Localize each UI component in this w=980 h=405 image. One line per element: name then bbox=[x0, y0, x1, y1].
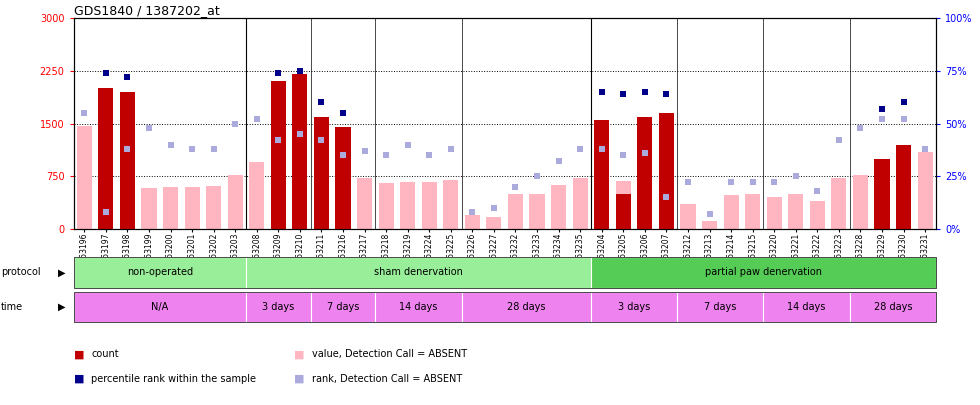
Text: 7 days: 7 days bbox=[704, 302, 737, 312]
Bar bbox=[335, 184, 351, 229]
Bar bbox=[831, 177, 847, 229]
Text: 28 days: 28 days bbox=[507, 302, 546, 312]
Text: sham denervation: sham denervation bbox=[374, 267, 463, 277]
Text: 14 days: 14 days bbox=[787, 302, 826, 312]
Bar bbox=[594, 177, 610, 229]
Bar bbox=[659, 208, 674, 229]
Bar bbox=[76, 126, 92, 229]
Bar bbox=[680, 204, 696, 229]
Text: ▶: ▶ bbox=[58, 267, 66, 277]
Bar bbox=[421, 183, 437, 229]
Bar bbox=[206, 186, 221, 229]
Bar bbox=[141, 188, 157, 229]
Bar bbox=[378, 183, 394, 229]
Bar bbox=[896, 145, 911, 229]
Text: 3 days: 3 days bbox=[263, 302, 294, 312]
Bar bbox=[659, 113, 674, 229]
Text: ■: ■ bbox=[294, 374, 305, 384]
Bar bbox=[766, 196, 782, 229]
Text: non-operated: non-operated bbox=[126, 267, 193, 277]
Bar bbox=[357, 178, 372, 229]
Text: rank, Detection Call = ABSENT: rank, Detection Call = ABSENT bbox=[312, 374, 462, 384]
Text: protocol: protocol bbox=[1, 267, 40, 277]
Bar bbox=[809, 201, 825, 229]
Bar bbox=[917, 151, 933, 229]
Text: 3 days: 3 days bbox=[618, 302, 650, 312]
Text: time: time bbox=[1, 302, 24, 312]
Bar bbox=[465, 215, 480, 229]
Bar bbox=[270, 81, 286, 229]
Text: 14 days: 14 days bbox=[399, 302, 438, 312]
Bar bbox=[163, 187, 178, 229]
Text: ▶: ▶ bbox=[58, 302, 66, 312]
Bar bbox=[508, 194, 523, 229]
Text: ■: ■ bbox=[74, 374, 84, 384]
Bar bbox=[788, 194, 804, 229]
Bar bbox=[615, 181, 631, 229]
Bar bbox=[874, 159, 890, 229]
Bar bbox=[594, 120, 610, 229]
Text: value, Detection Call = ABSENT: value, Detection Call = ABSENT bbox=[312, 350, 466, 359]
Text: partial paw denervation: partial paw denervation bbox=[705, 267, 822, 277]
Bar bbox=[270, 168, 286, 229]
Bar bbox=[745, 194, 760, 229]
Text: N/A: N/A bbox=[151, 302, 169, 312]
Bar bbox=[637, 181, 653, 229]
Bar bbox=[249, 162, 265, 229]
Bar bbox=[314, 183, 329, 229]
Bar bbox=[292, 75, 308, 229]
Bar bbox=[184, 188, 200, 229]
Bar bbox=[400, 182, 416, 229]
Bar bbox=[615, 194, 631, 229]
Bar bbox=[120, 180, 135, 229]
Text: ■: ■ bbox=[74, 350, 84, 359]
Bar bbox=[98, 194, 114, 229]
Bar bbox=[572, 178, 588, 229]
Bar bbox=[227, 175, 243, 229]
Text: percentile rank within the sample: percentile rank within the sample bbox=[91, 374, 256, 384]
Text: 28 days: 28 days bbox=[873, 302, 912, 312]
Bar bbox=[314, 117, 329, 229]
Bar bbox=[874, 159, 890, 229]
Bar bbox=[637, 117, 653, 229]
Bar bbox=[551, 185, 566, 229]
Text: count: count bbox=[91, 350, 119, 359]
Bar bbox=[896, 148, 911, 229]
Text: GDS1840 / 1387202_at: GDS1840 / 1387202_at bbox=[74, 4, 220, 17]
Bar bbox=[529, 194, 545, 229]
Text: ■: ■ bbox=[294, 350, 305, 359]
Bar bbox=[98, 88, 114, 229]
Bar bbox=[723, 195, 739, 229]
Bar bbox=[443, 180, 459, 229]
Bar bbox=[120, 92, 135, 229]
Bar bbox=[702, 221, 717, 229]
Bar bbox=[335, 127, 351, 229]
Bar bbox=[292, 194, 308, 229]
Bar bbox=[486, 217, 502, 229]
Text: 7 days: 7 days bbox=[326, 302, 360, 312]
Bar bbox=[853, 175, 868, 229]
